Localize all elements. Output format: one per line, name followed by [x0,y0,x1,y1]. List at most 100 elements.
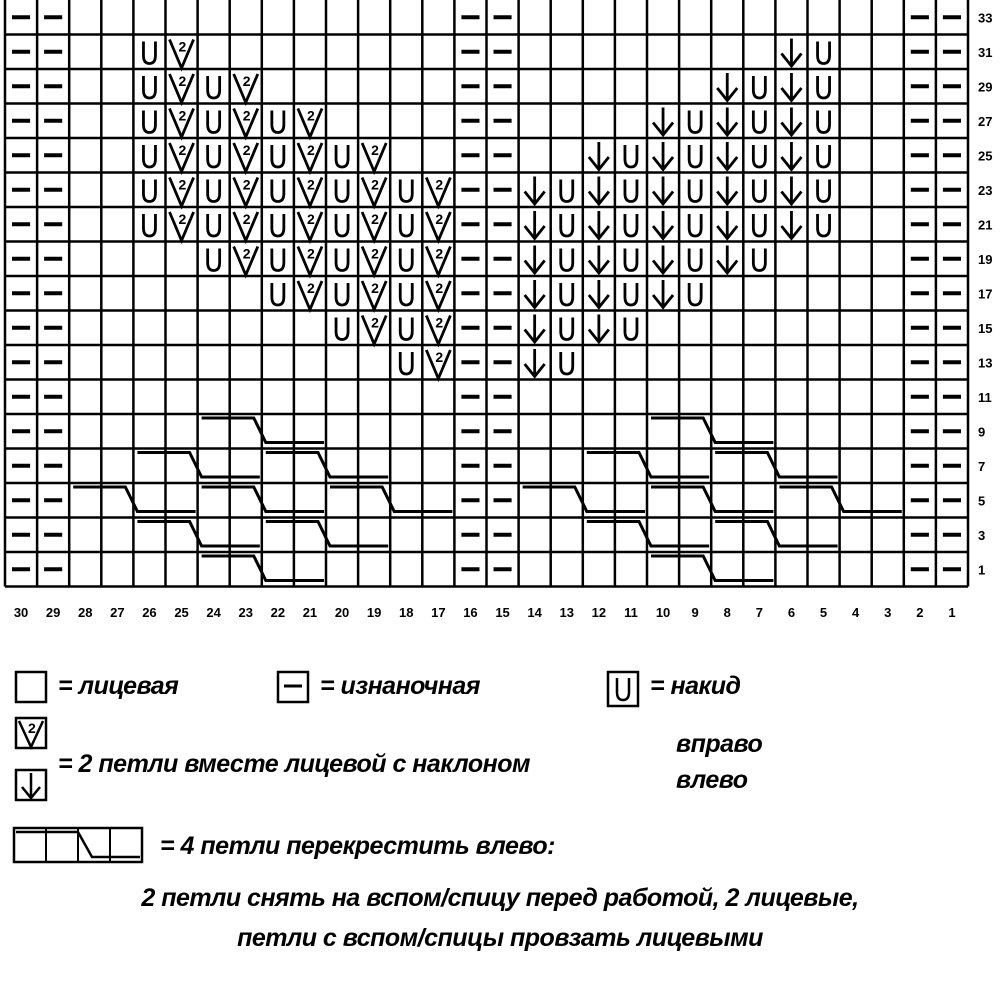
column-label: 27 [110,605,124,620]
cable-symbol [586,520,710,548]
left-decrease-symbol [587,245,610,276]
decrease-number: 2 [435,280,443,296]
yarn-over-symbol [206,179,222,203]
right-decrease-stroke [168,142,195,176]
legend-knit: = лицевая [58,672,179,700]
yarn-over-symbol [623,145,639,169]
yarn-over-symbol [142,110,157,134]
cable-symbol [522,485,645,513]
cable-symbol [651,554,774,582]
legend-yarn-over: = накид [650,672,741,700]
right-decrease-stroke [296,211,324,245]
yarn-over-symbol-icon [606,670,640,708]
yarn-over-symbol [623,179,639,203]
right-decrease-stroke [232,211,260,245]
decrease-number: 2 [435,315,443,331]
right-decrease-symbol: 2 [425,280,452,314]
yarn-over-symbol [816,145,831,169]
right-decrease-symbol: 2 [425,177,452,210]
yarn-over-symbol [687,145,703,169]
right-decrease-symbol: 2 [360,315,388,348]
row-label: 23 [978,183,992,198]
decrease-number: 2 [179,39,187,55]
column-label: 9 [692,605,699,620]
right-decrease-stroke [168,73,195,107]
left-decrease-symbol [523,349,546,379]
right-decrease-symbol: 2 [296,211,324,245]
cable-symbol [651,416,774,444]
yarn-over-symbol [559,179,575,203]
row-label: 11 [978,390,992,405]
row-label: 29 [978,79,992,94]
right-decrease-stroke [296,280,324,314]
decrease-number: 2 [435,177,443,193]
yarn-over-symbol [206,145,222,169]
right-decrease-symbol: 2 [296,142,324,176]
yarn-over-symbol [398,214,414,238]
left-decrease-symbol [523,176,546,207]
row-label: 17 [978,286,992,301]
cable-symbol [586,451,710,479]
column-label: 8 [724,605,731,620]
yarn-over-symbol [816,76,831,100]
column-label: 7 [756,605,763,620]
left-decrease-symbol [780,73,803,103]
yarn-over-symbol [142,76,157,100]
left-decrease-symbol [587,176,610,207]
column-label: 11 [624,605,638,620]
left-decrease-symbol [651,176,675,207]
yarn-over-symbol [687,248,703,272]
legend-cable-line1: 2 петли снять на вспом/спицу перед работ… [141,884,859,912]
column-label: 23 [239,605,253,620]
right-decrease-symbol: 2 [296,246,324,279]
yarn-over-symbol [751,214,767,238]
right-decrease-symbol: 2 [360,246,388,279]
knit-symbol-icon [14,670,48,704]
right-decrease-stroke [232,107,260,141]
yarn-over-symbol [751,76,767,100]
decrease-number: 2 [307,246,315,262]
left-decrease-symbol [780,211,803,241]
legend-right: вправо [676,730,763,758]
decrease-number: 2 [435,246,443,262]
left-decrease-symbol [651,107,675,138]
yarn-over-symbol [142,41,157,65]
decrease-number: 2 [371,177,379,193]
legend-left: влево [676,766,748,794]
yarn-over-symbol [142,145,157,169]
yarn-over-symbol [398,248,414,272]
column-label: 13 [560,605,574,620]
right-decrease-stroke [232,73,260,107]
yarn-over-symbol [398,179,414,203]
decrease-number: 2 [179,142,187,158]
left-decrease-symbol [523,245,546,276]
left-decrease-symbol [780,176,803,207]
left-decrease-symbol [651,280,675,310]
yarn-over-symbol [623,214,639,238]
decrease-number: 2 [307,108,315,124]
decrease-number: 2 [179,177,187,193]
right-decrease-symbol: 2 [360,177,388,210]
left-decrease-symbol [780,142,803,172]
yarn-over-symbol [687,179,703,203]
column-label: 24 [206,605,221,620]
right-decrease-stroke [168,38,195,72]
yarn-over-symbol [206,248,222,272]
decrease-number: 2 [243,246,251,262]
decrease-number: 2 [435,211,443,227]
yarn-over-symbol [270,283,286,307]
yarn-over-symbol [270,214,286,238]
yarn-over-symbol [142,214,157,238]
right-decrease-symbol: 2 [232,142,260,176]
yarn-over-symbol [398,352,414,376]
right-decrease-stroke [425,314,452,348]
row-label: 31 [978,45,992,60]
row-label: 19 [978,252,992,267]
yarn-over-symbol [687,110,703,134]
row-label: 33 [978,10,992,25]
row-label: 5 [978,493,985,508]
row-label: 27 [978,114,992,129]
right-decrease-symbol: 2 [168,38,195,72]
yarn-over-symbol [816,179,831,203]
yarn-over-symbol [816,110,831,134]
